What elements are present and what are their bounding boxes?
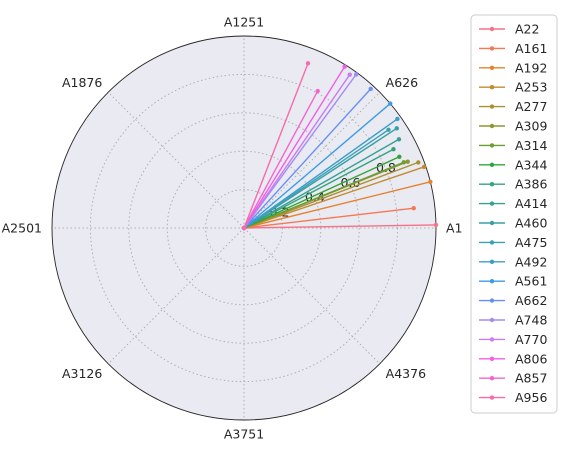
legend-label: A956: [515, 390, 547, 405]
polar-spine: [51, 35, 437, 421]
legend-label: A662: [515, 293, 547, 308]
series-line: [243, 90, 319, 229]
legend-marker: [489, 201, 495, 206]
series-line: [243, 66, 346, 229]
legend-label: A314: [515, 138, 547, 153]
legend-label: A748: [515, 313, 547, 328]
legend-marker: [489, 395, 495, 400]
legend-marker: [489, 220, 495, 226]
legend-marker: [489, 85, 495, 90]
series-point: [395, 116, 400, 122]
legend-label: A277: [515, 99, 547, 114]
series-line: [243, 88, 372, 229]
legend-marker: [489, 317, 495, 323]
series-point: [405, 159, 410, 164]
series-point: [347, 72, 352, 77]
series-line: [243, 161, 419, 229]
legend-marker: [489, 298, 495, 303]
angular-grid-line: [243, 227, 381, 365]
theta-tick-label: A1: [446, 221, 463, 236]
legend-marker: [489, 123, 495, 129]
series-line: [243, 103, 391, 229]
series-line: [243, 63, 309, 229]
legend-label: A806: [515, 351, 547, 366]
legend-label: A475: [515, 235, 547, 250]
legend-marker: [489, 376, 495, 381]
legend-label: A386: [515, 177, 547, 192]
legend-label: A857: [515, 371, 547, 386]
legend-label: A253: [515, 80, 547, 95]
legend-marker: [489, 104, 495, 109]
theta-tick-label: A1876: [62, 75, 102, 90]
series-lines: [241, 61, 439, 231]
series-line: [243, 166, 425, 229]
legend-label: A161: [515, 41, 547, 56]
legend-label: A22: [515, 22, 539, 37]
legend-marker: [489, 240, 495, 245]
legend-label: A192: [515, 60, 547, 75]
theta-tick-label: A4376: [386, 366, 426, 381]
theta-tick-label: A3751: [224, 427, 264, 442]
legend-label: A492: [515, 254, 547, 269]
series-point: [305, 61, 311, 66]
legend-marker: [489, 182, 495, 187]
series-line: [243, 181, 431, 229]
theta-tick-label: A3126: [62, 366, 102, 381]
legend-marker: [489, 143, 495, 148]
series-point: [416, 160, 421, 165]
legend-label: A414: [515, 196, 547, 211]
series-line: [243, 148, 394, 229]
legend-label: A770: [515, 332, 547, 347]
series-point: [428, 179, 433, 185]
series-point: [411, 206, 416, 211]
series-line: [243, 156, 400, 229]
series-point: [241, 225, 247, 231]
series-point: [353, 72, 359, 77]
series-point: [397, 154, 402, 159]
series-point: [315, 88, 320, 94]
series-line: [243, 138, 400, 229]
radial-grid-circle: [128, 112, 360, 344]
theta-tick-label: A1251: [224, 15, 264, 30]
series-line: [243, 161, 405, 229]
series-point: [394, 126, 399, 131]
series-line: [243, 74, 351, 229]
legend-label: A561: [515, 274, 547, 289]
legend-marker: [489, 162, 495, 167]
angular-grid-line: [107, 91, 245, 229]
series-point: [421, 164, 427, 170]
legend-marker: [489, 65, 495, 71]
series-point: [396, 137, 402, 142]
legend-label: A460: [515, 216, 547, 231]
legend-marker: [489, 259, 495, 264]
legend-marker: [489, 337, 495, 342]
angular-grid-line: [243, 91, 381, 229]
series-point: [386, 127, 391, 132]
legend-box: [470, 14, 558, 414]
theta-tick-label: A626: [386, 75, 418, 90]
series-line: [243, 224, 436, 229]
legend-marker: [489, 356, 495, 361]
theta-tick-label: A2501: [2, 221, 42, 236]
theta-tick-labels: A1 A626 A1251 A1876 A2501 A3126 A3751 A4376: [2, 15, 463, 442]
series-line: [243, 118, 398, 229]
series-line: [243, 207, 414, 229]
radial-grid-circle: [89, 73, 399, 383]
series-line: [243, 74, 357, 229]
series-point: [433, 222, 439, 228]
series-point: [342, 64, 347, 69]
legend-marker: [489, 46, 495, 51]
series-point: [368, 86, 373, 92]
legend-label: A309: [515, 119, 547, 134]
legend-marker: [489, 26, 495, 32]
series-point: [391, 147, 396, 152]
legend: A22 A161 A192 A253 A277 A309 A314 A344 A386 A414 A…: [470, 14, 558, 414]
series-point: [388, 101, 393, 106]
angular-grid-line: [107, 227, 245, 365]
legend-label: A344: [515, 157, 547, 172]
series-point: [401, 160, 407, 165]
legend-marker: [489, 279, 495, 284]
